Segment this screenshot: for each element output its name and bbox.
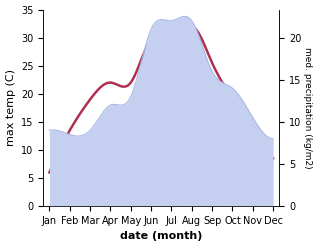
Y-axis label: max temp (C): max temp (C) [5, 69, 16, 146]
Y-axis label: med. precipitation (kg/m2): med. precipitation (kg/m2) [303, 47, 313, 169]
X-axis label: date (month): date (month) [120, 231, 203, 242]
